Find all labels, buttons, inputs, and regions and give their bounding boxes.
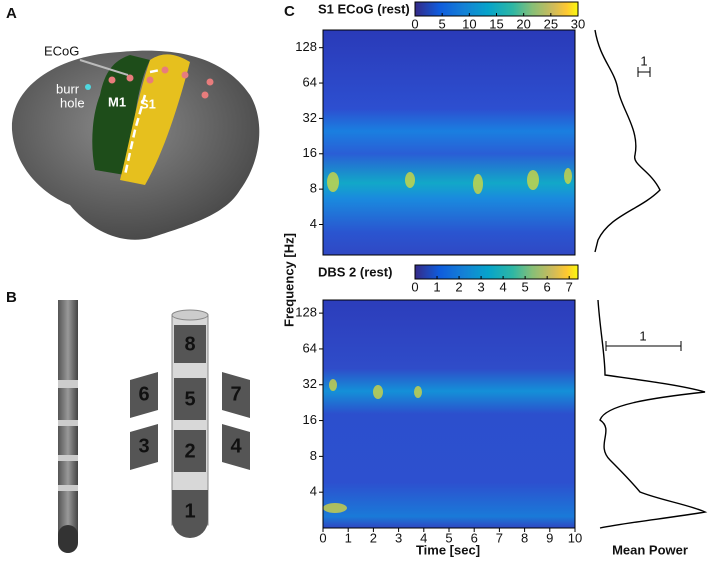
colorbar-tick-label: 20 [516, 16, 530, 31]
y-tick-label: 64 [303, 340, 317, 355]
panel-label: A [6, 5, 17, 22]
x-tick-label: 2 [370, 530, 377, 545]
contact-label: 4 [230, 435, 242, 457]
lead-left [58, 300, 78, 553]
x-tick-label: 8 [521, 530, 528, 545]
colorbar-tick-label: 25 [544, 16, 558, 31]
y-tick-label: 128 [295, 305, 317, 320]
y-tick-label: 128 [295, 39, 317, 54]
burr-hole-label: hole [60, 95, 85, 110]
colorbar [414, 264, 579, 280]
plot-frame [322, 29, 576, 256]
lead-right [130, 309, 250, 538]
y-tick-label: 8 [310, 181, 317, 196]
panel-label: B [6, 289, 17, 306]
colorbar-tick-label: 4 [499, 279, 506, 294]
y-tick-label: 8 [310, 448, 317, 463]
x-tick-label: 0 [319, 530, 326, 545]
colorbar-tick-label: 15 [489, 16, 503, 31]
y-tick-label: 16 [303, 412, 317, 427]
plot-frame [322, 299, 576, 529]
contact-label: 5 [184, 388, 195, 410]
spectrogram-hotspots [323, 168, 572, 513]
contact-label: 6 [138, 383, 149, 405]
x-tick-label: 6 [471, 530, 478, 545]
y-tick-label: 64 [303, 74, 317, 89]
y-tick-label: 4 [310, 216, 317, 231]
scale-bars [605, 67, 682, 351]
colorbar-tick-label: 5 [439, 16, 446, 31]
colorbar-tick-label: 2 [455, 279, 462, 294]
scale-label: 1 [640, 53, 647, 68]
colorbar-tick-label: 3 [477, 279, 484, 294]
y-tick-label: 16 [303, 145, 317, 160]
contact-label: 1 [184, 500, 195, 522]
colorbar-tick-label: 0 [411, 279, 418, 294]
colorbar-tick-label: 7 [566, 279, 573, 294]
x-tick-label: 1 [345, 530, 352, 545]
m1-region [92, 55, 150, 175]
x-tick-label: 5 [445, 530, 452, 545]
spectrogram [323, 300, 575, 528]
s1-region [120, 54, 190, 185]
contact-label: 7 [230, 383, 241, 405]
burr-hole-label: burr [56, 81, 80, 96]
x-tick-label: 4 [420, 530, 427, 545]
electrodes [108, 66, 214, 99]
spectrogram-title: DBS 2 (rest) [318, 264, 392, 279]
colorbar-tick-label: 10 [462, 16, 476, 31]
spectrogram-title: S1 ECoG (rest) [318, 1, 410, 16]
contact-label: 2 [184, 440, 195, 462]
electrode-strip [123, 68, 161, 176]
m1-label: M1 [108, 94, 126, 109]
colorbar-tick-label: 30 [571, 16, 585, 31]
mean-power-curve [597, 299, 708, 529]
scale-label: 1 [639, 328, 646, 343]
y-axis-label: Frequency [Hz] [281, 233, 296, 327]
y-tick-label: 4 [310, 484, 317, 499]
y-tick-label: 32 [303, 376, 317, 391]
burr-hole [85, 84, 91, 90]
side-label: Mean Power [612, 542, 688, 557]
colorbar-tick-label: 5 [522, 279, 529, 294]
y-tick-label: 32 [303, 110, 317, 125]
x-tick-label: 9 [546, 530, 553, 545]
ecog-label: ECoG [44, 43, 79, 58]
panel-label: C [284, 3, 295, 20]
pointer [79, 59, 129, 76]
x-tick-label: 3 [395, 530, 402, 545]
colorbar-tick-label: 0 [411, 16, 418, 31]
contact-label: 8 [184, 333, 195, 355]
s1-label: S1 [140, 96, 156, 111]
colorbar-tick-label: 6 [544, 279, 551, 294]
mean-power-curve [594, 29, 661, 253]
colorbar-tick-label: 1 [433, 279, 440, 294]
contact-label: 3 [138, 435, 149, 457]
spectrogram [323, 30, 575, 255]
x-axis-label: Time [sec] [416, 542, 480, 557]
x-tick-label: 10 [568, 530, 582, 545]
x-tick-label: 7 [496, 530, 503, 545]
